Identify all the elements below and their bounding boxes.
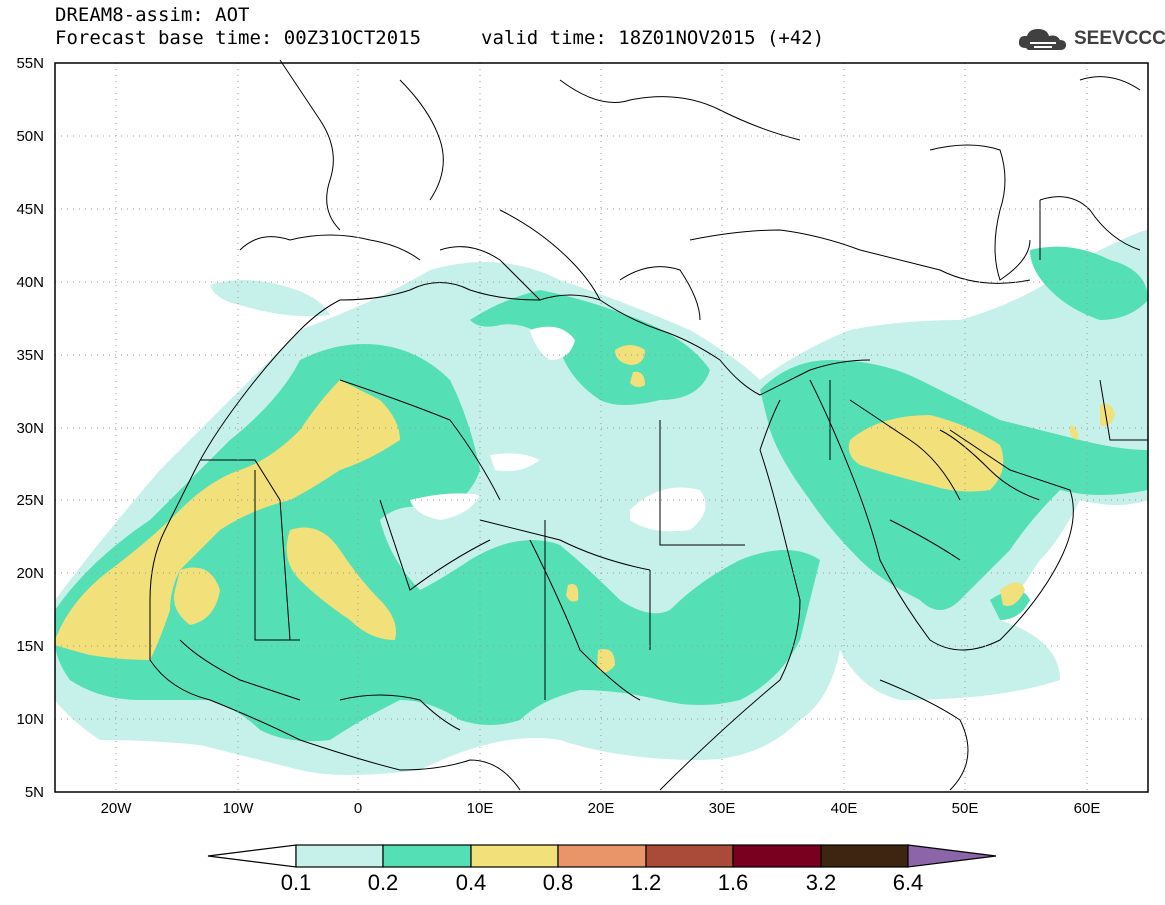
aot-field-0.4-0.8 (55, 345, 1115, 673)
coastlines-borders (149, 59, 1148, 791)
lat-label-55n: 55N (16, 55, 44, 72)
colorbar-label: 0.8 (542, 870, 574, 895)
colorbar-bin-0.2-0.4 (382, 844, 472, 868)
colorbar-label: 1.6 (717, 870, 749, 895)
lat-label-10n: 10N (16, 711, 44, 728)
lat-label-45n: 45N (16, 201, 44, 218)
lon-label-0: 0 (353, 800, 363, 817)
valid-time: valid time: 18Z01NOV2015 (+42) (481, 27, 825, 49)
colorbar-upper-arrow (907, 844, 997, 868)
lon-label-60e: 60E (1073, 800, 1101, 817)
colorbar-label: 0.4 (455, 870, 487, 895)
lon-label-20e: 20E (587, 800, 615, 817)
lon-label-50e: 50E (951, 800, 979, 817)
lat-label-15n: 15N (16, 638, 44, 655)
colorbar-label: 0.2 (367, 870, 399, 895)
colorbar-bin-0.8-1.2 (557, 844, 647, 868)
map-frame (54, 62, 1149, 793)
logo-text: SEEVCCC (1074, 28, 1165, 49)
lon-label-10e: 10E (466, 800, 494, 817)
lon-label-30e: 30E (708, 800, 736, 817)
lat-label-30n: 30N (16, 420, 44, 437)
lat-label-25n: 25N (16, 492, 44, 509)
colorbar-bin-0.4-0.8 (470, 844, 559, 868)
colorbar-bin-3.2-6.4 (820, 844, 909, 868)
aot-field-white-holes (410, 326, 706, 532)
lat-label-20n: 20N (16, 565, 44, 582)
map-title: DREAM8-assim: AOT (55, 4, 250, 26)
grid-lines (55, 63, 1148, 792)
colorbar-label: 6.4 (892, 870, 924, 895)
lon-label-40e: 40E (830, 800, 858, 817)
colorbar-bin-0.1-0.2 (295, 844, 384, 868)
cloud-logo-icon (1018, 29, 1066, 50)
lon-label-10w: 10W (222, 800, 254, 817)
seevccc-logo: SEEVCCC (1016, 26, 1165, 54)
colorbar-bin-1.2-1.6 (645, 844, 734, 868)
lat-label-35n: 35N (16, 347, 44, 364)
colorbar-bin-1.6-3.2 (732, 844, 822, 868)
colorbar-lower-arrow (207, 844, 297, 868)
colorbar-label: 0.1 (280, 870, 312, 895)
colorbar-label: 3.2 (805, 870, 837, 895)
lat-label-40n: 40N (16, 274, 44, 291)
lon-label-20w: 20W (100, 800, 132, 817)
lat-label-50n: 50N (16, 128, 44, 145)
lat-label-5n: 5N (24, 784, 44, 801)
forecast-base-time: Forecast base time: 00Z31OCT2015 (55, 27, 422, 49)
colorbar-label: 1.2 (630, 870, 662, 895)
